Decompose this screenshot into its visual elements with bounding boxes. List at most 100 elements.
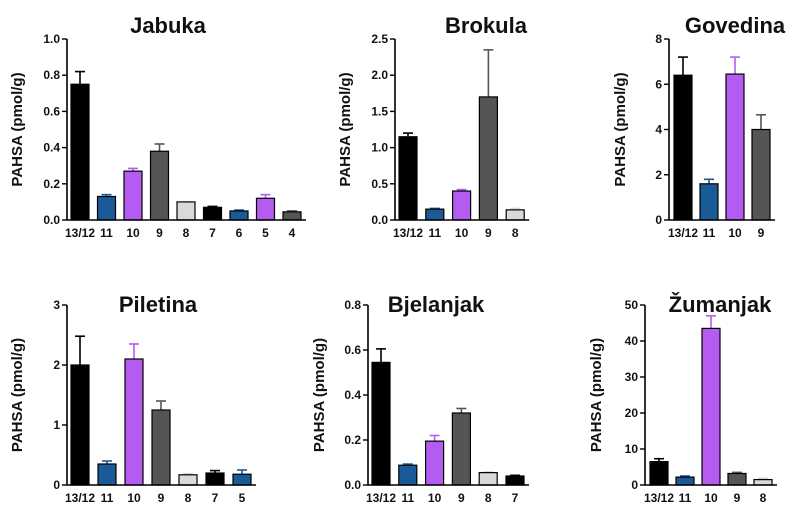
x-tick-label: 10 bbox=[728, 226, 742, 240]
x-tick-label: 9 bbox=[485, 226, 492, 240]
y-axis-label: PAHSA (pmol/g) bbox=[9, 338, 26, 452]
x-tick-label: 9 bbox=[156, 226, 163, 240]
y-tick-label: 1 bbox=[53, 418, 60, 432]
bar-8 bbox=[753, 479, 773, 486]
chart-panel-2: Brokula PAHSA (pmol/g) 13/12 11 10 9 8 0.0 0.5 1.… bbox=[337, 13, 530, 240]
y-tick-label: 0.0 bbox=[344, 478, 361, 492]
x-tick-label: 10 bbox=[127, 491, 141, 505]
bar-13/12 bbox=[70, 83, 90, 221]
y-tick-label: 0.2 bbox=[344, 433, 361, 447]
y-tick-label: 8 bbox=[655, 32, 662, 46]
bar-13/12 bbox=[371, 361, 391, 486]
y-tick-label: 0.5 bbox=[371, 177, 388, 191]
bar-7 bbox=[205, 472, 225, 486]
bar-11 bbox=[425, 208, 445, 221]
bar-11 bbox=[398, 464, 418, 486]
y-tick-label: 0 bbox=[655, 213, 662, 227]
bar-13/12 bbox=[649, 461, 669, 486]
x-tick-label: 13/12 bbox=[644, 491, 674, 505]
x-tick-label: 4 bbox=[289, 226, 296, 240]
y-tick-label: 0.0 bbox=[43, 213, 60, 227]
y-tick-label: 2.5 bbox=[371, 32, 388, 46]
x-tick-label: 11 bbox=[428, 226, 441, 240]
y-tick-label: 6 bbox=[655, 77, 662, 91]
y-axis-label: PAHSA (pmol/g) bbox=[311, 338, 328, 452]
chart-panel-5: Bjelanjak PAHSA (pmol/g) 13/12 11 10 9 8 7 0.0 0.… bbox=[311, 292, 529, 505]
x-tick-label: 9 bbox=[458, 491, 465, 505]
x-tick-label: 8 bbox=[485, 491, 492, 505]
bar-8 bbox=[176, 201, 196, 221]
x-tick-label: 13/12 bbox=[393, 226, 423, 240]
x-tick-label: 11 bbox=[101, 491, 114, 505]
chart-panel-1: Jabuka PAHSA (pmol/g) 13/12 11 10 9 8 7 6 5 4 0.0 0.… bbox=[9, 13, 306, 240]
x-tick-label: 9 bbox=[734, 491, 741, 505]
y-axis-label: PAHSA (pmol/g) bbox=[588, 338, 605, 452]
x-tick-label: 7 bbox=[512, 491, 519, 505]
y-tick-label: 50 bbox=[625, 298, 639, 312]
bar-13/12 bbox=[673, 74, 693, 221]
y-tick-label: 0.8 bbox=[43, 68, 60, 82]
chart-panel-6: Žumanjak PAHSA (pmol/g) 13/12 11 10 9 8 0 10 20 30… bbox=[588, 292, 777, 505]
x-tick-label: 13/12 bbox=[65, 226, 95, 240]
bar-9 bbox=[149, 150, 170, 221]
bar-5 bbox=[255, 197, 276, 221]
x-tick-label: 7 bbox=[212, 491, 219, 505]
y-tick-label: 20 bbox=[625, 406, 639, 420]
x-tick-label: 11 bbox=[703, 226, 716, 240]
x-tick-label: 10 bbox=[126, 226, 140, 240]
x-tick-label: 6 bbox=[236, 226, 243, 240]
x-tick-label: 8 bbox=[185, 491, 192, 505]
y-tick-label: 0.0 bbox=[371, 213, 388, 227]
chart-panel-3: Govedina PAHSA (pmol/g) 13/12 11 10 9 0 2 4 6 8 bbox=[612, 13, 786, 240]
bar-5 bbox=[232, 473, 252, 486]
x-tick-label: 10 bbox=[428, 491, 442, 505]
y-tick-label: 10 bbox=[625, 442, 639, 456]
x-tick-label: 5 bbox=[262, 226, 269, 240]
x-tick-label: 13/12 bbox=[668, 226, 698, 240]
bar-10 bbox=[701, 327, 721, 486]
bar-6 bbox=[229, 210, 249, 221]
y-tick-label: 0.6 bbox=[344, 343, 361, 357]
y-tick-label: 2.0 bbox=[371, 68, 388, 82]
bar-10 bbox=[124, 358, 144, 486]
bar-8 bbox=[478, 472, 498, 486]
bar-11 bbox=[699, 183, 719, 221]
x-tick-label: 8 bbox=[183, 226, 190, 240]
x-tick-label: 9 bbox=[758, 226, 765, 240]
x-tick-label: 10 bbox=[704, 491, 718, 505]
y-tick-label: 0.4 bbox=[43, 141, 60, 155]
y-tick-label: 0.2 bbox=[43, 177, 60, 191]
y-tick-label: 0 bbox=[631, 478, 638, 492]
chart-title: Brokula bbox=[445, 13, 528, 38]
bar-11 bbox=[675, 476, 695, 486]
y-tick-label: 0.8 bbox=[344, 298, 361, 312]
chart-title: Bjelanjak bbox=[388, 292, 485, 317]
bar-9 bbox=[151, 409, 171, 486]
x-tick-label: 11 bbox=[401, 491, 414, 505]
x-tick-label: 10 bbox=[455, 226, 469, 240]
bar-9 bbox=[451, 412, 471, 486]
x-tick-label: 9 bbox=[158, 491, 165, 505]
y-tick-label: 40 bbox=[625, 334, 639, 348]
chart-title: Govedina bbox=[685, 13, 786, 38]
bar-9 bbox=[478, 96, 498, 221]
bar-4 bbox=[282, 211, 302, 221]
bar-13/12 bbox=[70, 364, 90, 486]
y-tick-label: 0.4 bbox=[344, 388, 361, 402]
y-tick-label: 0.6 bbox=[43, 104, 60, 118]
bar-9 bbox=[727, 472, 747, 486]
y-tick-label: 1.0 bbox=[371, 141, 388, 155]
x-tick-label: 7 bbox=[209, 226, 216, 240]
chart-title: Piletina bbox=[119, 292, 198, 317]
bar-8 bbox=[178, 474, 198, 486]
x-tick-label: 5 bbox=[239, 491, 246, 505]
x-tick-label: 8 bbox=[512, 226, 519, 240]
y-tick-label: 30 bbox=[625, 370, 639, 384]
bar-10 bbox=[725, 73, 745, 221]
bar-11 bbox=[97, 463, 117, 486]
bar-7 bbox=[505, 475, 525, 486]
chart-title: Žumanjak bbox=[669, 292, 772, 317]
x-tick-label: 11 bbox=[679, 491, 692, 505]
x-tick-label: 8 bbox=[760, 491, 767, 505]
